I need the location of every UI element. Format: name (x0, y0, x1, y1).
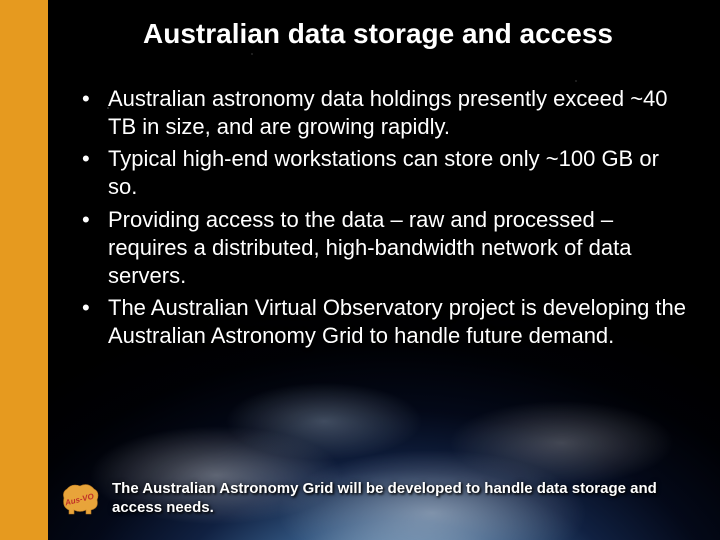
bullet-item: Typical high-end workstations can store … (78, 145, 693, 201)
bullet-item: The Australian Virtual Observatory proje… (78, 294, 693, 350)
bullet-item: Australian astronomy data holdings prese… (78, 85, 693, 141)
footer: Aus-VO The Australian Astronomy Grid wil… (58, 480, 698, 518)
footer-caption: The Australian Astronomy Grid will be de… (112, 480, 698, 518)
slide: Australian data storage and access Austr… (0, 0, 720, 540)
ausvo-logo-icon: Aus-VO (58, 480, 102, 518)
bullet-list: Australian astronomy data holdings prese… (78, 85, 693, 354)
accent-left-bar (0, 0, 48, 540)
slide-title: Australian data storage and access (48, 18, 708, 50)
bullet-item: Providing access to the data – raw and p… (78, 206, 693, 290)
